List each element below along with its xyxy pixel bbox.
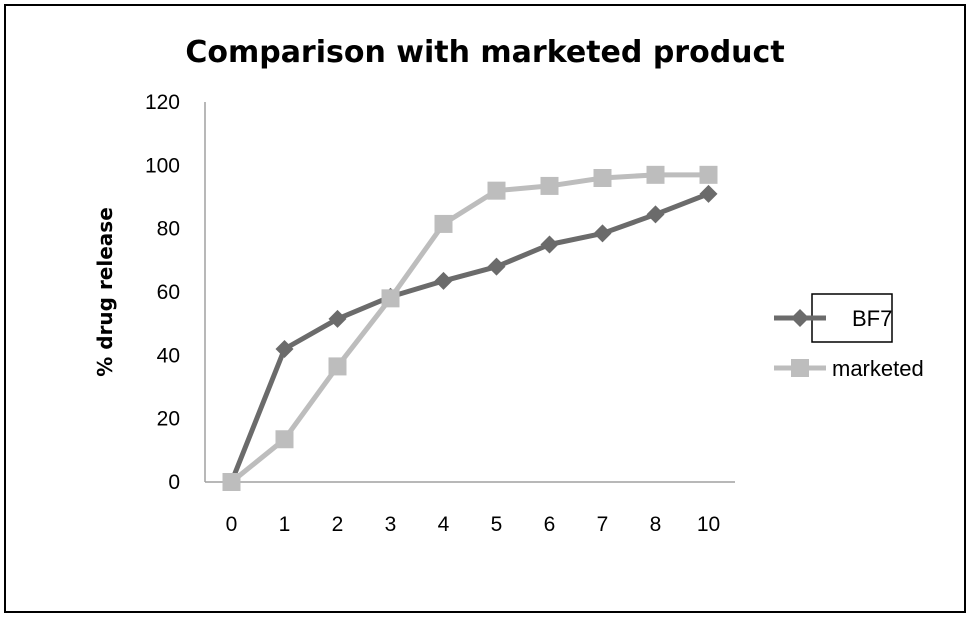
x-tick-label: 4 [438, 513, 450, 536]
x-tick-label: 2 [332, 513, 344, 536]
x-tick-label: 10 [697, 513, 720, 536]
legend-marker-bf7 [791, 309, 809, 327]
data-point-marketed [381, 289, 400, 308]
data-point-bf7 [593, 224, 612, 243]
y-tick-label: 100 [145, 154, 180, 177]
y-tick-label: 40 [157, 344, 180, 367]
x-tick-label: 5 [491, 513, 503, 536]
x-tick-label: 8 [650, 513, 662, 536]
y-axis-label: % drug release [93, 207, 117, 377]
x-tick-label: 3 [385, 513, 397, 536]
data-point-marketed [540, 176, 559, 195]
data-point-bf7 [434, 271, 453, 290]
y-tick-label: 120 [145, 91, 180, 114]
series-marketed [222, 165, 718, 491]
y-tick-label: 80 [157, 218, 180, 241]
data-point-bf7 [540, 235, 559, 254]
y-tick-label: 0 [168, 471, 180, 494]
legend-item-bf7: BF7 [774, 306, 892, 331]
legend-item-marketed: marketed [774, 356, 924, 381]
data-point-marketed [275, 430, 294, 449]
x-ticks: 0 1 2 3 4 5 6 7 8 10 [226, 513, 721, 536]
data-point-bf7 [275, 340, 294, 358]
x-tick-label: 1 [279, 513, 291, 536]
data-point-marketed [222, 473, 241, 491]
data-point-bf7 [328, 309, 347, 328]
y-tick-label: 60 [157, 281, 180, 304]
legend: BF7 marketed [774, 306, 924, 381]
legend-label-marketed: marketed [832, 356, 924, 381]
data-point-marketed [328, 357, 347, 376]
data-point-marketed [699, 165, 718, 184]
chart-border [4, 4, 966, 613]
data-point-marketed [646, 165, 665, 184]
data-point-marketed [593, 169, 612, 187]
chart-title: Comparison with marketed product [185, 35, 784, 70]
data-point-bf7 [699, 184, 718, 203]
series-layer [222, 165, 718, 491]
x-tick-label: 7 [597, 513, 609, 536]
series-line-marketed [229, 172, 709, 484]
data-point-bf7 [646, 205, 665, 224]
x-tick-label: 6 [544, 513, 556, 536]
x-tick-label: 0 [226, 513, 238, 536]
y-ticks: 0 20 40 60 80 100 120 [145, 91, 180, 494]
y-tick-label: 20 [157, 408, 180, 431]
series-line-bf7 [229, 191, 710, 483]
data-point-marketed [487, 181, 506, 200]
legend-marker-marketed [791, 359, 809, 377]
data-point-bf7 [487, 257, 506, 276]
legend-label-bf7: BF7 [852, 306, 892, 331]
data-point-marketed [434, 214, 453, 233]
